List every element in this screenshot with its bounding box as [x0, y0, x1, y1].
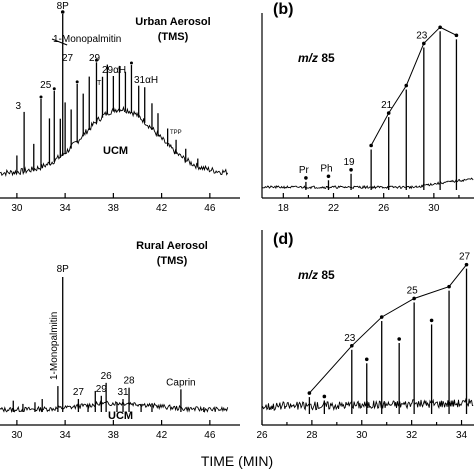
b-peak-label: 19 — [344, 157, 356, 168]
b-panel-letter: (b) — [273, 1, 293, 18]
d-envelope — [309, 264, 467, 394]
a-label-8p: 8P — [57, 1, 70, 12]
c-x-tick-label: 30 — [11, 430, 23, 441]
c-subtitle: (TMS) — [157, 255, 188, 267]
a-label-tpp: TPP — [170, 130, 182, 136]
a-label-29ah: 29αH — [102, 65, 126, 76]
b-trace — [261, 177, 474, 190]
d-peak-label: 27 — [459, 252, 471, 263]
a-dot-8p — [60, 10, 65, 14]
c-x-tick-label: 38 — [108, 430, 120, 441]
d-peak-label: 25 — [407, 285, 419, 296]
b-peak-dot — [326, 174, 331, 179]
a-label-ucm: UCM — [103, 145, 128, 157]
c-x-tick-label: 42 — [156, 430, 168, 441]
a-peak-label: 25 — [40, 80, 52, 91]
c-label-monopalmitin: 1-Monopalmitin — [49, 312, 60, 380]
a-alkane-dot — [75, 80, 79, 84]
d-peak-dot — [429, 318, 434, 323]
c-peak-label: 27 — [73, 387, 85, 398]
a-alkane-dot — [39, 95, 43, 99]
d-peak-label: 23 — [344, 333, 356, 344]
d-peak-dot — [364, 357, 369, 362]
c-peak-label: 26 — [101, 371, 113, 382]
a-peak-label: 3 — [16, 101, 22, 112]
b-x-tick-label: 18 — [278, 203, 290, 214]
a-alkane-dot — [129, 61, 133, 65]
a-title: Urban Aerosol — [135, 16, 210, 28]
c-x-tick-label: 34 — [60, 430, 72, 441]
b-x-tick-label: 26 — [378, 203, 390, 214]
a-label-31ah: 31αH — [134, 75, 158, 86]
c-peak-label: 31 — [117, 387, 129, 398]
panel-b-mz85: Pr Ph 19 21 23 (b) m/z 85 18 22 26 30 — [261, 1, 474, 214]
b-peak-dot — [349, 168, 353, 172]
a-x-tick-label: 38 — [108, 203, 120, 214]
d-x-tick-label: 28 — [306, 430, 318, 441]
b-peak-label: Ph — [320, 163, 332, 174]
a-leader-monopalmitin — [51, 38, 68, 46]
c-x-tick-label: 46 — [204, 430, 216, 441]
b-peak-label: 21 — [381, 100, 393, 111]
c-peak-label: 28 — [123, 376, 135, 387]
c-label-ucm: UCM — [108, 410, 133, 422]
c-label-8p: 8P — [57, 264, 70, 275]
a-x-tick-label: 46 — [204, 203, 216, 214]
a-label-29: 29 — [89, 53, 101, 64]
c-peak-label: Caprin — [166, 377, 195, 388]
b-envelope — [370, 26, 441, 146]
x-axis-title: TIME (MIN) — [201, 453, 273, 469]
a-x-tick-label: 34 — [60, 203, 72, 214]
d-x-tick-label: 34 — [456, 430, 468, 441]
b-x-tick-label: 22 — [328, 203, 340, 214]
c-peak-label: 29 — [96, 384, 108, 395]
a-x-tick-label: 42 — [156, 203, 168, 214]
d-peak-dot — [397, 337, 401, 341]
a-label-27: 27 — [62, 53, 74, 64]
a-label-monopalmitin: 1-Monopalmitin — [53, 34, 121, 45]
b-peak-label: Pr — [299, 165, 310, 176]
d-x-tick-label: 26 — [256, 430, 268, 441]
d-x-tick-label: 30 — [356, 430, 368, 441]
d-panel-letter: (d) — [273, 231, 293, 248]
a-alkane-dot — [94, 58, 98, 62]
c-title: Rural Aerosol — [136, 240, 208, 252]
panel-d-mz85: 23 25 27 (d) m/z 85 26 28 30 32 34 — [256, 230, 474, 441]
b-peak-dot — [304, 176, 308, 180]
a-label-t: T — [97, 80, 102, 87]
b-envelope-end — [439, 26, 457, 36]
a-x-tick-label: 30 — [11, 203, 23, 214]
a-subtitle: (TMS) — [158, 31, 189, 43]
b-x-tick-label: 30 — [428, 203, 440, 214]
c-trace — [0, 400, 229, 414]
d-mz-label: m/z 85 — [298, 268, 335, 282]
a-alkane-dot — [52, 87, 56, 91]
d-trace — [261, 397, 474, 412]
b-mz-label: m/z 85 — [298, 51, 335, 65]
d-x-tick-label: 32 — [406, 430, 418, 441]
d-peak-dot — [322, 394, 327, 399]
b-peak-label: 23 — [416, 30, 428, 41]
